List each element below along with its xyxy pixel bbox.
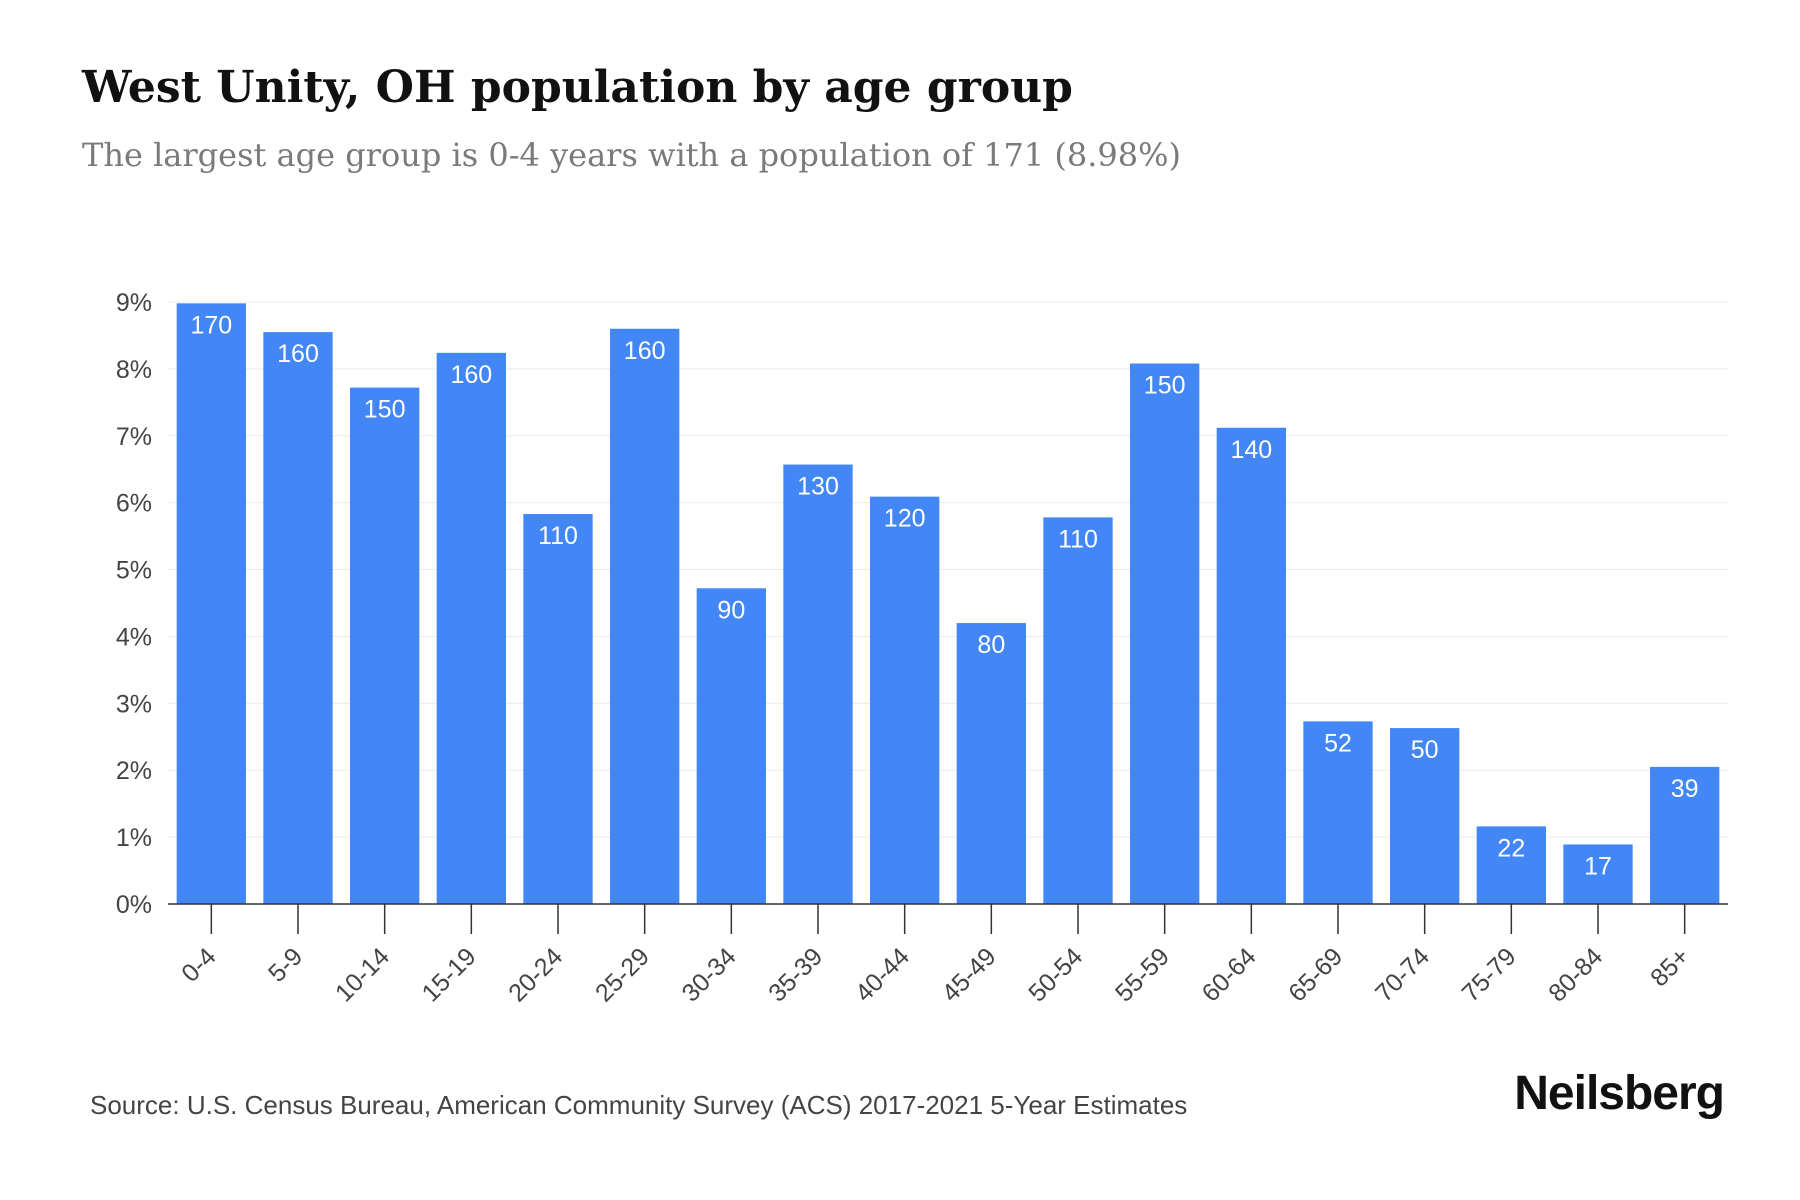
x-tick-label: 70-74	[1370, 942, 1435, 1007]
bar	[1303, 721, 1373, 904]
y-tick-label: 0%	[116, 891, 152, 919]
gridlines	[168, 301, 1728, 838]
bar	[436, 352, 506, 904]
bar	[1130, 363, 1200, 904]
bar-chart: 170 160 150 160 110 160 90 130 120 80 110 150 140 52 5…	[116, 289, 1728, 1007]
data-label: 17	[1584, 852, 1612, 880]
bar	[1650, 766, 1720, 904]
x-tick-label: 0-4	[176, 942, 221, 987]
x-tick-label: 35-39	[763, 942, 828, 1007]
bar	[1563, 844, 1633, 904]
bar	[783, 464, 853, 904]
y-tick-label: 5%	[116, 557, 152, 585]
y-tick-label: 4%	[116, 623, 152, 651]
data-label: 150	[1144, 372, 1186, 400]
x-tick-label: 80-84	[1543, 942, 1608, 1007]
x-tick-label: 5-9	[263, 942, 308, 987]
bar	[350, 387, 420, 904]
data-label: 130	[797, 473, 839, 501]
x-tick-label: 65-69	[1283, 942, 1348, 1007]
x-tick-label: 75-79	[1457, 942, 1522, 1007]
data-label: 150	[364, 396, 406, 424]
bar	[696, 588, 766, 904]
data-label: 110	[538, 522, 578, 550]
bar	[870, 496, 940, 904]
y-tick-label: 9%	[116, 289, 152, 317]
x-tick-label: 25-29	[590, 942, 655, 1007]
x-tick-label: 45-49	[937, 942, 1002, 1007]
chart-title: West Unity, OH population by age group	[82, 62, 1073, 113]
x-tick-label: 85+	[1645, 942, 1695, 992]
bar	[610, 328, 680, 904]
y-tick-label: 6%	[116, 490, 152, 518]
x-tick-label: 60-64	[1197, 942, 1262, 1007]
x-tick-label: 55-59	[1110, 942, 1175, 1007]
x-tick-label: 20-24	[503, 942, 568, 1007]
data-label: 39	[1671, 775, 1699, 803]
bar	[1043, 517, 1113, 904]
x-tick-label: 15-19	[417, 942, 482, 1007]
data-label: 22	[1497, 834, 1525, 862]
data-label: 160	[450, 361, 492, 389]
source-note: Source: U.S. Census Bureau, American Com…	[90, 1090, 1188, 1120]
x-tick-label: 30-34	[677, 942, 742, 1007]
data-label: 160	[624, 337, 666, 365]
bar	[1476, 826, 1546, 904]
x-tick-label: 40-44	[850, 942, 915, 1007]
chart-subtitle: The largest age group is 0-4 years with …	[82, 136, 1182, 174]
data-label: 170	[190, 311, 232, 339]
data-label: 50	[1411, 736, 1439, 764]
y-tick-label: 2%	[116, 757, 152, 785]
y-tick-label: 7%	[116, 423, 152, 451]
bar	[956, 623, 1026, 904]
y-tick-label: 3%	[116, 690, 152, 718]
data-label: 120	[884, 505, 926, 533]
data-label: 110	[1058, 525, 1098, 553]
data-label: 90	[717, 596, 745, 624]
data-label: 52	[1324, 729, 1352, 757]
bar	[263, 332, 333, 905]
bars: 170 160 150 160 110 160 90 130 120 80 110 150 140 52 5…	[176, 303, 1720, 905]
x-tick-label: 50-54	[1023, 942, 1088, 1007]
bar	[176, 303, 246, 904]
neilsberg-logo: Neilsberg	[1514, 1067, 1725, 1120]
bar	[1216, 427, 1286, 904]
y-tick-label: 8%	[116, 356, 152, 384]
y-tick-label: 1%	[116, 824, 152, 852]
x-tick-label: 10-14	[330, 942, 395, 1007]
data-label: 80	[977, 631, 1005, 659]
bar	[523, 514, 593, 904]
bar	[1390, 728, 1460, 904]
data-label: 140	[1230, 436, 1272, 464]
data-label: 160	[277, 340, 319, 368]
